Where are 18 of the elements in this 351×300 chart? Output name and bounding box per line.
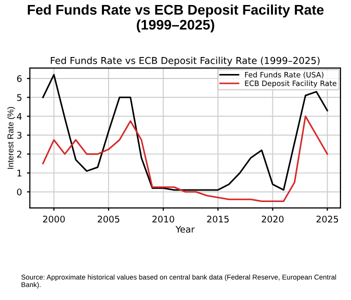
y-tick-label: 4 <box>16 113 22 120</box>
y-tick-label: 3 <box>17 132 22 139</box>
x-tick-label: 2005 <box>98 216 120 223</box>
x-tick-label: 2000 <box>43 216 65 223</box>
chart-title: Fed Funds Rate vs ECB Deposit Facility Rate (1999–2025) <box>28 4 324 32</box>
x-tick-label: 2015 <box>207 216 229 223</box>
y-tick-label: 1 <box>17 170 22 176</box>
y-axis-title: Interest Rate (%) <box>7 107 16 169</box>
line-series <box>42 116 328 202</box>
y-tick-label: 5 <box>17 94 22 101</box>
x-tick-label: 2025 <box>316 216 338 223</box>
x-tick-label: 2020 <box>262 216 284 223</box>
x-tick-label: 2010 <box>152 216 174 223</box>
y-tick-label: 0 <box>17 188 22 196</box>
chart-subtitle: Fed Funds Rate vs ECB Deposit Facility Rate (1999–2025) <box>50 56 320 66</box>
y-tick-label: 2 <box>17 150 22 158</box>
x-axis-title: Year <box>176 226 195 233</box>
y-tick-label: 6 <box>17 75 22 82</box>
